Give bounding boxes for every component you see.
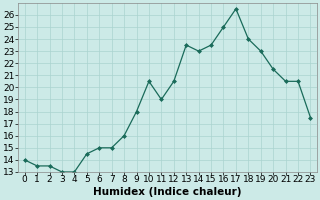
X-axis label: Humidex (Indice chaleur): Humidex (Indice chaleur): [93, 187, 242, 197]
